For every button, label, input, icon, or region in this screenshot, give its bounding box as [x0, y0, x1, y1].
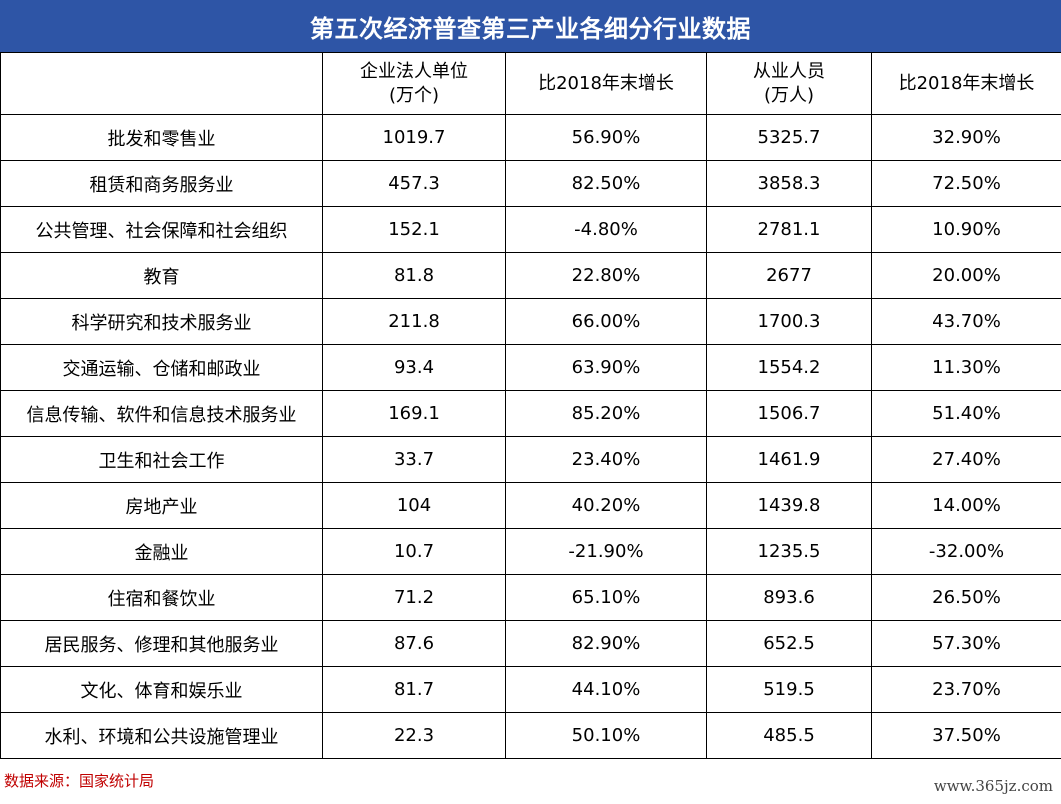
- table-row: 水利、环境和公共设施管理业 22.3 50.10% 485.5 37.50%: [0, 712, 1061, 759]
- enterprise-growth-cell: 85.20%: [505, 390, 707, 437]
- table-row: 住宿和餐饮业 71.2 65.10% 893.6 26.50%: [0, 574, 1061, 621]
- enterprise-growth-cell: 50.10%: [505, 712, 707, 759]
- enterprises-cell: 87.6: [322, 620, 506, 667]
- enterprises-cell: 169.1: [322, 390, 506, 437]
- enterprise-growth-cell: 82.50%: [505, 160, 707, 207]
- enterprise-growth-cell: 22.80%: [505, 252, 707, 299]
- enterprises-cell: 93.4: [322, 344, 506, 391]
- employees-cell: 2781.1: [706, 206, 872, 253]
- employee-growth-cell: 51.40%: [871, 390, 1061, 437]
- header-cell-enterprises: 企业法人单位 (万个): [322, 52, 506, 115]
- employees-cell: 893.6: [706, 574, 872, 621]
- header-cell-enterprise-growth: 比2018年末增长: [505, 52, 707, 115]
- employees-cell: 485.5: [706, 712, 872, 759]
- data-table: 企业法人单位 (万个) 比2018年末增长 从业人员 (万人) 比2018年末增长 …: [0, 52, 1061, 759]
- industry-cell: 科学研究和技术服务业: [0, 298, 323, 345]
- data-source-note: 数据来源：国家统计局: [4, 772, 155, 790]
- employee-growth-cell: 32.90%: [871, 114, 1061, 161]
- header-cell-industry: [0, 52, 323, 115]
- employees-cell: 1700.3: [706, 298, 872, 345]
- enterprise-growth-cell: 56.90%: [505, 114, 707, 161]
- employees-cell: 1506.7: [706, 390, 872, 437]
- employee-growth-cell: 57.30%: [871, 620, 1061, 667]
- employees-cell: 1554.2: [706, 344, 872, 391]
- industry-cell: 居民服务、修理和其他服务业: [0, 620, 323, 667]
- employees-cell: 1235.5: [706, 528, 872, 575]
- employees-cell: 5325.7: [706, 114, 872, 161]
- employee-growth-cell: 72.50%: [871, 160, 1061, 207]
- header-employees-text: 从业人员 (万人): [753, 60, 825, 106]
- table-row: 文化、体育和娱乐业 81.7 44.10% 519.5 23.70%: [0, 666, 1061, 713]
- industry-cell: 批发和零售业: [0, 114, 323, 161]
- employee-growth-cell: 43.70%: [871, 298, 1061, 345]
- employee-growth-cell: 27.40%: [871, 436, 1061, 483]
- table-row: 金融业 10.7 -21.90% 1235.5 -32.00%: [0, 528, 1061, 575]
- header-enterprises-text: 企业法人单位 (万个): [360, 60, 468, 106]
- enterprise-growth-cell: 66.00%: [505, 298, 707, 345]
- employees-cell: 1461.9: [706, 436, 872, 483]
- enterprises-cell: 71.2: [322, 574, 506, 621]
- header-cell-employees: 从业人员 (万人): [706, 52, 872, 115]
- enterprises-cell: 104: [322, 482, 506, 529]
- enterprise-growth-cell: 65.10%: [505, 574, 707, 621]
- employees-cell: 2677: [706, 252, 872, 299]
- industry-cell: 信息传输、软件和信息技术服务业: [0, 390, 323, 437]
- industry-cell: 公共管理、社会保障和社会组织: [0, 206, 323, 253]
- employee-growth-cell: 11.30%: [871, 344, 1061, 391]
- table-row: 公共管理、社会保障和社会组织 152.1 -4.80% 2781.1 10.90%: [0, 206, 1061, 253]
- enterprise-growth-cell: 63.90%: [505, 344, 707, 391]
- employee-growth-cell: 23.70%: [871, 666, 1061, 713]
- industry-cell: 水利、环境和公共设施管理业: [0, 712, 323, 759]
- industry-cell: 住宿和餐饮业: [0, 574, 323, 621]
- table-row: 信息传输、软件和信息技术服务业 169.1 85.20% 1506.7 51.40%: [0, 390, 1061, 437]
- header-row: 企业法人单位 (万个) 比2018年末增长 从业人员 (万人) 比2018年末增长: [0, 52, 1061, 115]
- watermark: www.365jz.com: [933, 777, 1053, 795]
- enterprises-cell: 22.3: [322, 712, 506, 759]
- enterprises-cell: 81.8: [322, 252, 506, 299]
- employee-growth-cell: 10.90%: [871, 206, 1061, 253]
- employee-growth-cell: -32.00%: [871, 528, 1061, 575]
- table-title: 第五次经济普查第三产业各细分行业数据: [0, 0, 1061, 52]
- employees-cell: 519.5: [706, 666, 872, 713]
- industry-cell: 文化、体育和娱乐业: [0, 666, 323, 713]
- employees-cell: 652.5: [706, 620, 872, 667]
- enterprises-cell: 81.7: [322, 666, 506, 713]
- enterprise-growth-cell: 82.90%: [505, 620, 707, 667]
- enterprises-cell: 33.7: [322, 436, 506, 483]
- enterprise-growth-cell: -21.90%: [505, 528, 707, 575]
- enterprises-cell: 211.8: [322, 298, 506, 345]
- enterprise-growth-cell: 23.40%: [505, 436, 707, 483]
- enterprises-cell: 152.1: [322, 206, 506, 253]
- enterprises-cell: 457.3: [322, 160, 506, 207]
- employee-growth-cell: 26.50%: [871, 574, 1061, 621]
- table-row: 批发和零售业 1019.7 56.90% 5325.7 32.90%: [0, 114, 1061, 161]
- employee-growth-cell: 37.50%: [871, 712, 1061, 759]
- industry-cell: 租赁和商务服务业: [0, 160, 323, 207]
- enterprises-cell: 10.7: [322, 528, 506, 575]
- industry-cell: 交通运输、仓储和邮政业: [0, 344, 323, 391]
- enterprises-cell: 1019.7: [322, 114, 506, 161]
- enterprise-growth-cell: -4.80%: [505, 206, 707, 253]
- table-row: 房地产业 104 40.20% 1439.8 14.00%: [0, 482, 1061, 529]
- enterprise-growth-cell: 40.20%: [505, 482, 707, 529]
- table-header: 企业法人单位 (万个) 比2018年末增长 从业人员 (万人) 比2018年末增长: [0, 52, 1061, 115]
- employees-cell: 3858.3: [706, 160, 872, 207]
- table-row: 租赁和商务服务业 457.3 82.50% 3858.3 72.50%: [0, 160, 1061, 207]
- table-body: 批发和零售业 1019.7 56.90% 5325.7 32.90% 租赁和商务服务业 45…: [0, 114, 1061, 759]
- employees-cell: 1439.8: [706, 482, 872, 529]
- header-cell-employee-growth: 比2018年末增长: [871, 52, 1061, 115]
- industry-cell: 房地产业: [0, 482, 323, 529]
- industry-cell: 卫生和社会工作: [0, 436, 323, 483]
- table-row: 交通运输、仓储和邮政业 93.4 63.90% 1554.2 11.30%: [0, 344, 1061, 391]
- table-row: 居民服务、修理和其他服务业 87.6 82.90% 652.5 57.30%: [0, 620, 1061, 667]
- table-row: 教育 81.8 22.80% 2677 20.00%: [0, 252, 1061, 299]
- table-row: 卫生和社会工作 33.7 23.40% 1461.9 27.40%: [0, 436, 1061, 483]
- enterprise-growth-cell: 44.10%: [505, 666, 707, 713]
- industry-cell: 金融业: [0, 528, 323, 575]
- employee-growth-cell: 14.00%: [871, 482, 1061, 529]
- industry-cell: 教育: [0, 252, 323, 299]
- table-row: 科学研究和技术服务业 211.8 66.00% 1700.3 43.70%: [0, 298, 1061, 345]
- employee-growth-cell: 20.00%: [871, 252, 1061, 299]
